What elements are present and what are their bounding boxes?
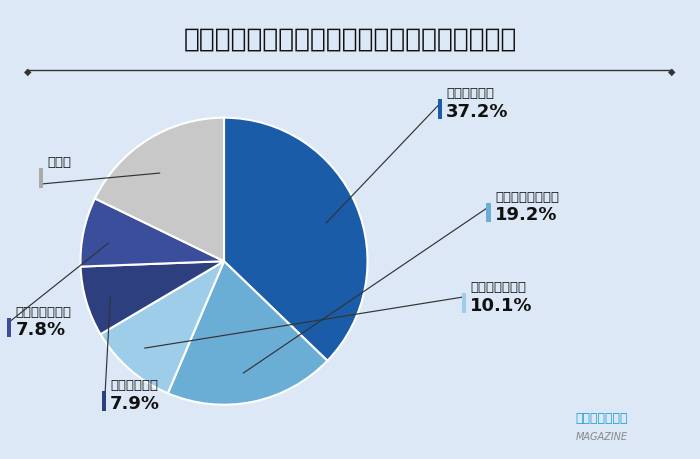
Text: MAGAZINE: MAGAZINE [576,431,628,441]
Text: 19.2%: 19.2% [495,206,557,224]
Wedge shape [95,118,224,262]
Wedge shape [80,262,224,335]
Text: マネーアドバンス: マネーアドバンス [495,190,559,203]
Text: ほけんのぜんぶ: ほけんのぜんぶ [15,305,71,318]
Text: 一番多く利用した保険相談窓口はどこですか？: 一番多く利用した保険相談窓口はどこですか？ [183,26,517,52]
Text: その他: その他 [47,156,71,169]
Text: ほけんの窓口: ほけんの窓口 [446,87,494,100]
Text: 37.2%: 37.2% [446,102,508,120]
Text: ほけんのぜんぶ: ほけんのぜんぶ [575,412,629,425]
Wedge shape [80,199,224,267]
Text: 7.9%: 7.9% [110,394,160,412]
Text: 7.8%: 7.8% [15,320,66,338]
Text: ◆: ◆ [668,66,676,76]
Wedge shape [101,262,224,393]
Wedge shape [224,118,368,361]
Wedge shape [168,262,328,405]
Text: 保険マンモス: 保険マンモス [110,379,158,392]
Text: マネードクター: マネードクター [470,281,526,294]
Text: 10.1%: 10.1% [470,296,533,314]
Text: ◆: ◆ [25,66,32,76]
